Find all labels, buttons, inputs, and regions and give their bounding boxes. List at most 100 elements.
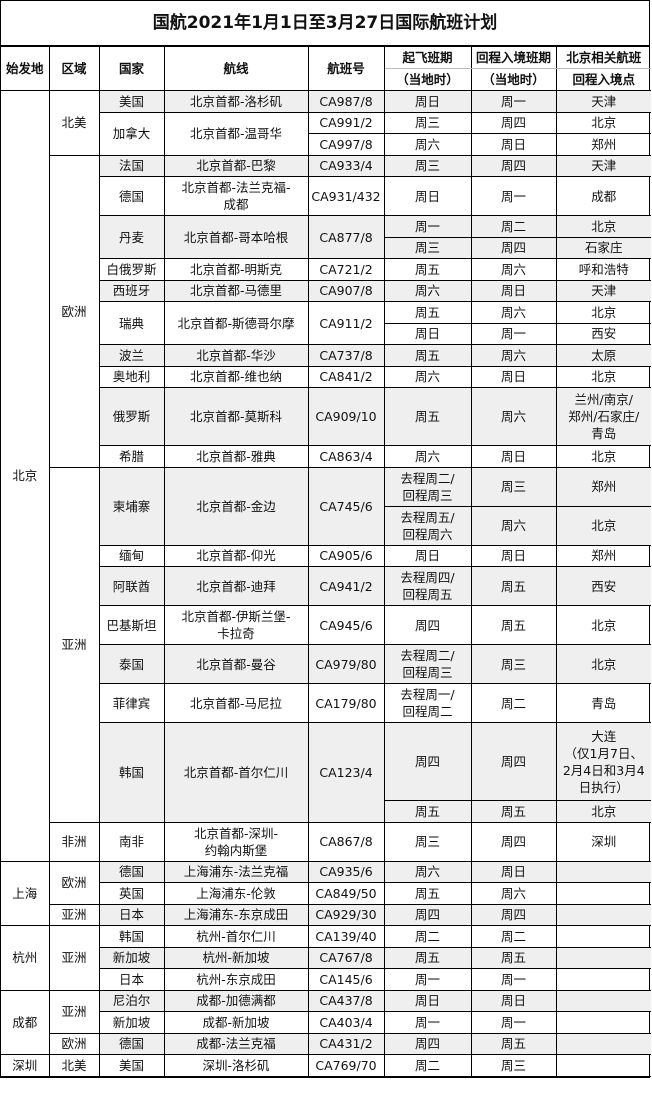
header-route: 航线 — [163, 47, 309, 91]
country-cell: 韩国 — [99, 722, 165, 823]
country-cell: 丹麦 — [99, 215, 165, 259]
return-days-cell: 周四 — [470, 236, 557, 259]
entry-point-cell: 北京 — [555, 605, 651, 645]
country-cell: 英国 — [99, 882, 165, 905]
return-days-cell: 周四 — [470, 903, 557, 926]
depart-days-cell: 周六 — [383, 133, 472, 156]
table-row: 周三 周四 石家庄 — [1, 236, 651, 259]
return-days-cell: 周二 — [470, 683, 557, 723]
table-row: 菲律宾 北京首都-马尼拉 CA179/80 去程周一/ 回程周二 周二 青岛 — [1, 683, 651, 723]
entry-point-cell — [555, 1011, 651, 1034]
country-cell: 柬埔寨 — [98, 466, 165, 546]
region-cell: 北美 — [48, 90, 100, 156]
country-cell: 阿联酋 — [99, 566, 165, 606]
flight-cell: CA139/40 — [307, 925, 385, 948]
entry-point-cell: 青岛 — [555, 683, 651, 723]
flight-cell: CA849/50 — [307, 882, 385, 905]
route-cell: 北京首都-马德里 — [163, 279, 309, 302]
route-cell: 北京首都-哥本哈根 — [163, 215, 309, 259]
return-days-cell: 周六 — [470, 344, 557, 367]
table-row: 瑞典 北京首都-斯德哥尔摩 CA911/2 周五 周六 北京 — [1, 301, 651, 345]
table-row: 俄罗斯 北京首都-莫斯科 CA909/10 周五 周六 兰州/南京/ 郑州/石家庄/ 青岛 — [1, 387, 651, 446]
table-header: 始发地 区域 国家 航线 航班号 起飞班期 回程入境班期 北京相关航班 （当地时… — [1, 47, 651, 91]
depart-days-cell: 去程周五/ 回程周六 — [384, 505, 472, 546]
depart-days-cell: 周五 — [383, 387, 472, 446]
flight-cell: CA909/10 — [307, 387, 385, 446]
route-cell: 成都-新加坡 — [163, 1011, 309, 1034]
return-days-cell: 周一 — [470, 90, 557, 113]
return-days-cell: 周日 — [470, 365, 557, 388]
country-cell: 南非 — [98, 821, 165, 862]
table-row: 加拿大 北京首都-温哥华 CA991/2 周三 周四 北京 — [1, 111, 651, 156]
header-origin: 始发地 — [1, 47, 50, 91]
entry-point-cell — [555, 989, 651, 1012]
entry-point-cell: 北京 — [555, 644, 651, 684]
route-cell: 北京首都-洛杉矶 — [163, 90, 309, 113]
depart-days-cell: 周五 — [383, 882, 472, 905]
depart-days-cell: 周五 — [383, 258, 472, 281]
region-cell: 亚洲 — [48, 925, 100, 991]
origin-cell: 北京 — [1, 90, 50, 862]
return-days-cell: 周三 — [470, 644, 557, 684]
return-days-cell: 周四 — [470, 154, 557, 177]
entry-point-cell: 郑州 — [555, 133, 651, 156]
entry-point-cell: 北京 — [555, 301, 651, 324]
flight-cell: CA987/8 — [307, 90, 385, 113]
country-cell: 菲律宾 — [99, 683, 165, 723]
entry-point-cell: 北京 — [555, 215, 651, 238]
flight-cell: CA997/8 — [308, 133, 385, 156]
region-cell: 亚洲 — [49, 466, 100, 823]
table-row: 白俄罗斯 北京首都-明斯克 CA721/2 周五 周六 呼和浩特 — [1, 258, 651, 281]
table-row: 丹麦 北京首都-哥本哈根 CA877/8 周一 周二 北京 — [1, 215, 651, 259]
return-days-cell: 周五 — [470, 1032, 557, 1055]
return-days-cell: 周四 — [470, 722, 557, 801]
origin-cell: 深圳 — [1, 1054, 50, 1077]
country-cell: 泰国 — [99, 644, 165, 684]
flight-cell: CA737/8 — [307, 344, 385, 367]
entry-point-cell: 深圳 — [555, 821, 651, 862]
flight-cell: CA935/6 — [307, 860, 385, 883]
return-days-cell: 周六 — [470, 258, 557, 281]
flight-cell: CA769/70 — [307, 1054, 385, 1077]
country-cell: 新加坡 — [99, 1011, 165, 1034]
entry-point-cell — [555, 946, 651, 969]
table-row: 希腊 北京首都-雅典 CA863/4 周六 周日 北京 — [1, 445, 651, 468]
depart-days-cell: 周四 — [383, 903, 472, 926]
country-cell: 瑞典 — [99, 301, 165, 345]
flight-cell: CA721/2 — [307, 258, 385, 281]
return-days-cell: 周一 — [470, 176, 557, 216]
route-cell: 杭州-东京成田 — [163, 968, 309, 991]
table-row: 北京 北美 美国 北京首都-洛杉矶 CA987/8 周日 周一 天津 — [1, 90, 651, 862]
route-cell: 北京首都-深圳- 约翰内斯堡 — [163, 821, 309, 862]
table-row: 奥地利 北京首都-维也纳 CA841/2 周六 周日 北京 — [1, 365, 651, 388]
header-entry-note: 回程入境点 — [555, 68, 651, 91]
depart-days-cell: 去程周二/ 回程周三 — [383, 466, 472, 507]
country-cell: 德国 — [98, 860, 165, 883]
table-row: 欧洲 法国 北京首都-巴黎 CA933/4 周三 周四 天津 — [1, 154, 651, 468]
table-row: 亚洲 柬埔寨 北京首都-金边 CA745/6 去程周二/ 回程周三 周三 郑州 — [1, 466, 651, 823]
route-cell: 北京首都-维也纳 — [163, 365, 309, 388]
table-row: 周五 周五 北京 — [1, 800, 651, 823]
flight-cell: CA179/80 — [307, 683, 385, 723]
depart-days-cell: 周三 — [383, 111, 472, 134]
header-country: 国家 — [98, 47, 165, 91]
return-days-cell: 周一 — [470, 1011, 557, 1034]
page-title: 国航2021年1月1日至3月27日国际航班计划 — [1, 1, 649, 47]
table-row: 杭州 亚洲 韩国 杭州-首尔仁川 CA139/40 周二 周二 — [1, 925, 651, 991]
entry-point-cell: 郑州 — [555, 466, 651, 507]
flight-cell: CA991/2 — [307, 111, 385, 134]
route-cell: 杭州-首尔仁川 — [163, 925, 309, 948]
country-cell: 德国 — [99, 176, 165, 216]
return-days-cell: 周四 — [470, 111, 557, 134]
origin-cell: 杭州 — [1, 925, 50, 991]
flight-cell: CA931/432 — [307, 176, 385, 216]
entry-point-cell — [555, 903, 651, 926]
flight-cell: CA403/4 — [307, 1011, 385, 1034]
country-cell: 德国 — [98, 1032, 165, 1055]
table-row: 缅甸 北京首都-仰光 CA905/6 周日 周日 郑州 — [1, 544, 651, 567]
table-row: 波兰 北京首都-华沙 CA737/8 周五 周六 太原 — [1, 344, 651, 367]
return-days-cell: 周三 — [470, 466, 557, 507]
depart-days-cell: 去程周一/ 回程周二 — [383, 683, 472, 723]
country-cell: 尼泊尔 — [98, 989, 165, 1012]
route-cell: 北京首都-伊斯兰堡- 卡拉奇 — [163, 605, 309, 645]
